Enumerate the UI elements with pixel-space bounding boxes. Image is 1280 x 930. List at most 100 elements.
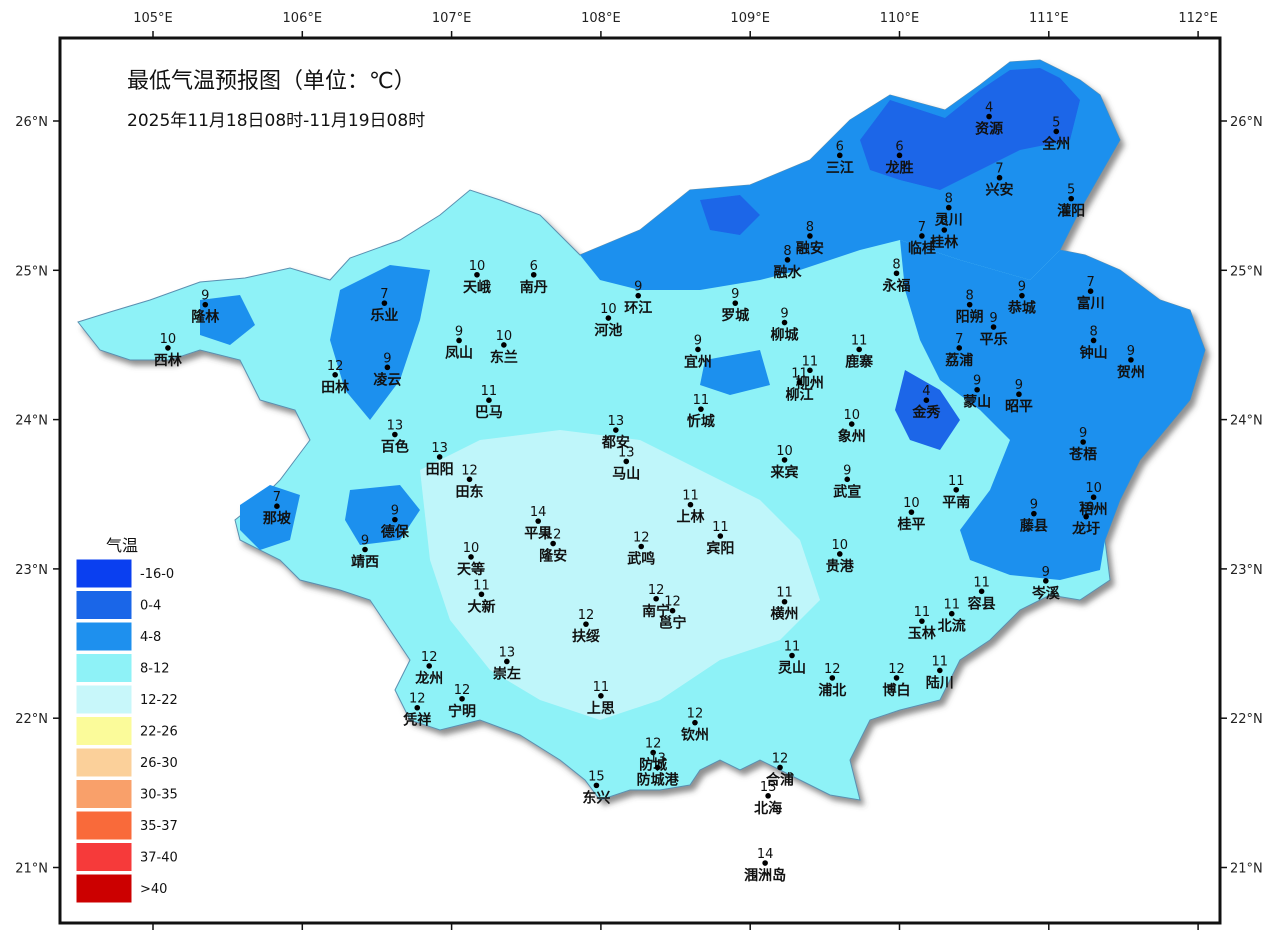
city-dot xyxy=(856,346,862,353)
city-temperature: 11 xyxy=(973,575,990,590)
city-marker: 9 贺州 xyxy=(1116,344,1145,381)
lat-tick-label: 22°N xyxy=(1230,712,1263,727)
city-name: 富川 xyxy=(1077,295,1105,312)
city-dot xyxy=(937,667,943,674)
city-name: 北流 xyxy=(938,618,966,635)
city-dot xyxy=(653,595,659,602)
city-marker: 7 临桂 xyxy=(908,220,936,257)
city-name: 蒙山 xyxy=(963,394,991,411)
lat-tick-label: 25°N xyxy=(1230,264,1263,279)
city-temperature: 11 xyxy=(948,474,965,489)
city-dot xyxy=(468,554,474,560)
city-marker: 13 都安 xyxy=(601,414,630,451)
city-marker: 12 浦北 xyxy=(818,662,846,699)
city-name: 南丹 xyxy=(520,279,548,296)
city-name: 平果 xyxy=(524,526,553,542)
map-title: 最低气温预报图（单位：℃） xyxy=(127,69,416,94)
city-temperature: 13 xyxy=(499,645,516,660)
city-marker: 7 富川 xyxy=(1077,275,1105,312)
city-temperature: 5 xyxy=(1067,183,1075,198)
lat-tick-label: 26°N xyxy=(1230,115,1263,130)
city-temperature: 9 xyxy=(843,463,851,478)
city-temperature: 9 xyxy=(1042,565,1050,580)
city-marker: 10 天等 xyxy=(457,541,485,578)
legend-label: 35-37 xyxy=(140,819,178,834)
city-marker: 14 涠洲岛 xyxy=(744,847,786,884)
city-dot xyxy=(784,257,791,263)
city-name: 柳江 xyxy=(785,386,813,403)
city-dot xyxy=(466,476,473,483)
city-temperature: 10 xyxy=(469,259,486,274)
province-shape xyxy=(77,59,1206,801)
city-marker: 15 东兴 xyxy=(582,769,610,806)
city-name: 罗城 xyxy=(721,307,749,324)
city-temperature: 10 xyxy=(600,302,617,317)
city-temperature: 10 xyxy=(776,444,793,459)
city-temperature: 9 xyxy=(694,333,702,348)
city-temperature: 11 xyxy=(682,489,699,504)
city-dot xyxy=(836,551,843,557)
city-temperature: 14 xyxy=(530,505,547,520)
city-temperature: 6 xyxy=(530,259,538,274)
city-name: 河池 xyxy=(594,322,622,339)
city-name: 平乐 xyxy=(980,331,1008,348)
city-dot xyxy=(990,324,997,330)
lat-tick-label: 23°N xyxy=(1230,563,1263,578)
city-name: 扶绥 xyxy=(572,628,600,645)
city-name: 武鸣 xyxy=(627,551,655,568)
city-marker: 12 扶绥 xyxy=(572,608,600,645)
city-temperature: 12 xyxy=(409,692,426,707)
lat-tick-label: 26°N xyxy=(15,115,48,130)
city-dot xyxy=(807,233,813,239)
city-dot xyxy=(635,292,642,299)
city-dot xyxy=(384,364,391,371)
city-temperature: 11 xyxy=(802,354,819,369)
city-dot xyxy=(623,458,630,465)
city-marker: 13 田阳 xyxy=(426,441,454,478)
city-name: 凌云 xyxy=(373,371,401,388)
city-temperature: 9 xyxy=(780,307,788,322)
city-marker: 12 田林 xyxy=(321,359,349,396)
lat-tick-label: 21°N xyxy=(15,862,48,877)
city-dot xyxy=(1053,128,1060,135)
city-name: 德保 xyxy=(381,524,410,541)
zone-4-8-west4 xyxy=(200,295,255,345)
city-marker: 11 灵山 xyxy=(778,639,806,676)
lon-tick-label: 106°E xyxy=(283,11,323,26)
city-temperature: 13 xyxy=(649,751,666,766)
city-marker: 8 钟山 xyxy=(1080,324,1108,361)
city-dot xyxy=(1068,195,1074,202)
city-dot xyxy=(893,270,900,277)
city-marker: 11 陆川 xyxy=(926,654,954,691)
city-marker: 9 平乐 xyxy=(980,311,1008,348)
city-temperature: 8 xyxy=(945,192,953,207)
city-name: 田东 xyxy=(456,483,484,500)
city-marker: 9 靖西 xyxy=(351,533,379,570)
city-name: 平南 xyxy=(942,494,970,511)
zone-0-4-mid xyxy=(895,370,960,450)
city-marker: 7 荔浦 xyxy=(944,332,973,369)
city-name: 恭城 xyxy=(1007,300,1036,317)
city-temperature: 9 xyxy=(989,311,997,326)
city-name: 龙胜 xyxy=(885,159,914,176)
city-dot xyxy=(459,695,465,702)
legend-label: 8-12 xyxy=(140,662,170,677)
city-temperature: 5 xyxy=(1052,115,1060,130)
city-temperature: 14 xyxy=(757,847,774,862)
city-temperature: 7 xyxy=(1086,275,1094,290)
city-marker: 11 横州 xyxy=(771,586,799,623)
city-name: 凤山 xyxy=(445,345,473,361)
city-temperature: 12 xyxy=(645,737,662,752)
city-marker: 10 天峨 xyxy=(463,259,491,296)
city-name: 靖西 xyxy=(351,553,379,570)
city-name: 全州 xyxy=(1041,135,1070,152)
legend-swatch xyxy=(75,810,133,841)
city-name: 来宾 xyxy=(770,464,799,481)
city-temperature: 9 xyxy=(201,289,209,304)
city-name: 忻城 xyxy=(687,413,715,430)
city-name: 藤县 xyxy=(1020,518,1048,535)
city-marker: 11 柳州 xyxy=(796,354,824,391)
city-name: 资源 xyxy=(975,121,1003,138)
city-dot xyxy=(974,386,980,393)
